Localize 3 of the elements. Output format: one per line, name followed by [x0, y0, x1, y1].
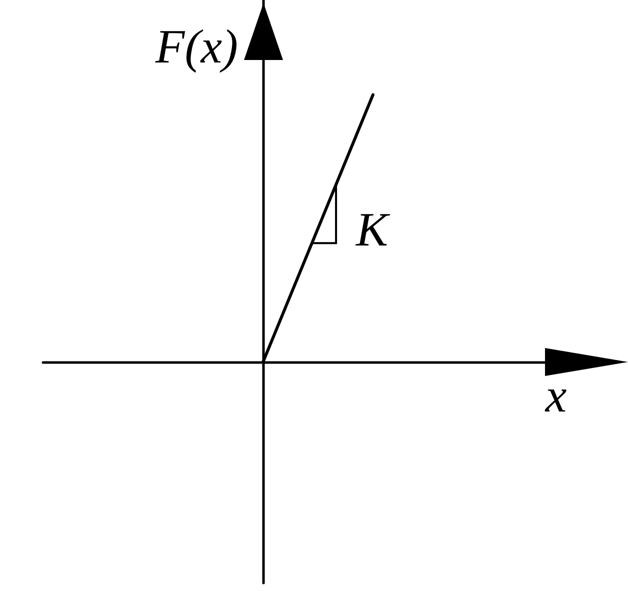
annotation: K	[355, 203, 392, 256]
y-axis-title: F(x)	[154, 20, 238, 74]
x-axis-title: x	[544, 370, 567, 423]
